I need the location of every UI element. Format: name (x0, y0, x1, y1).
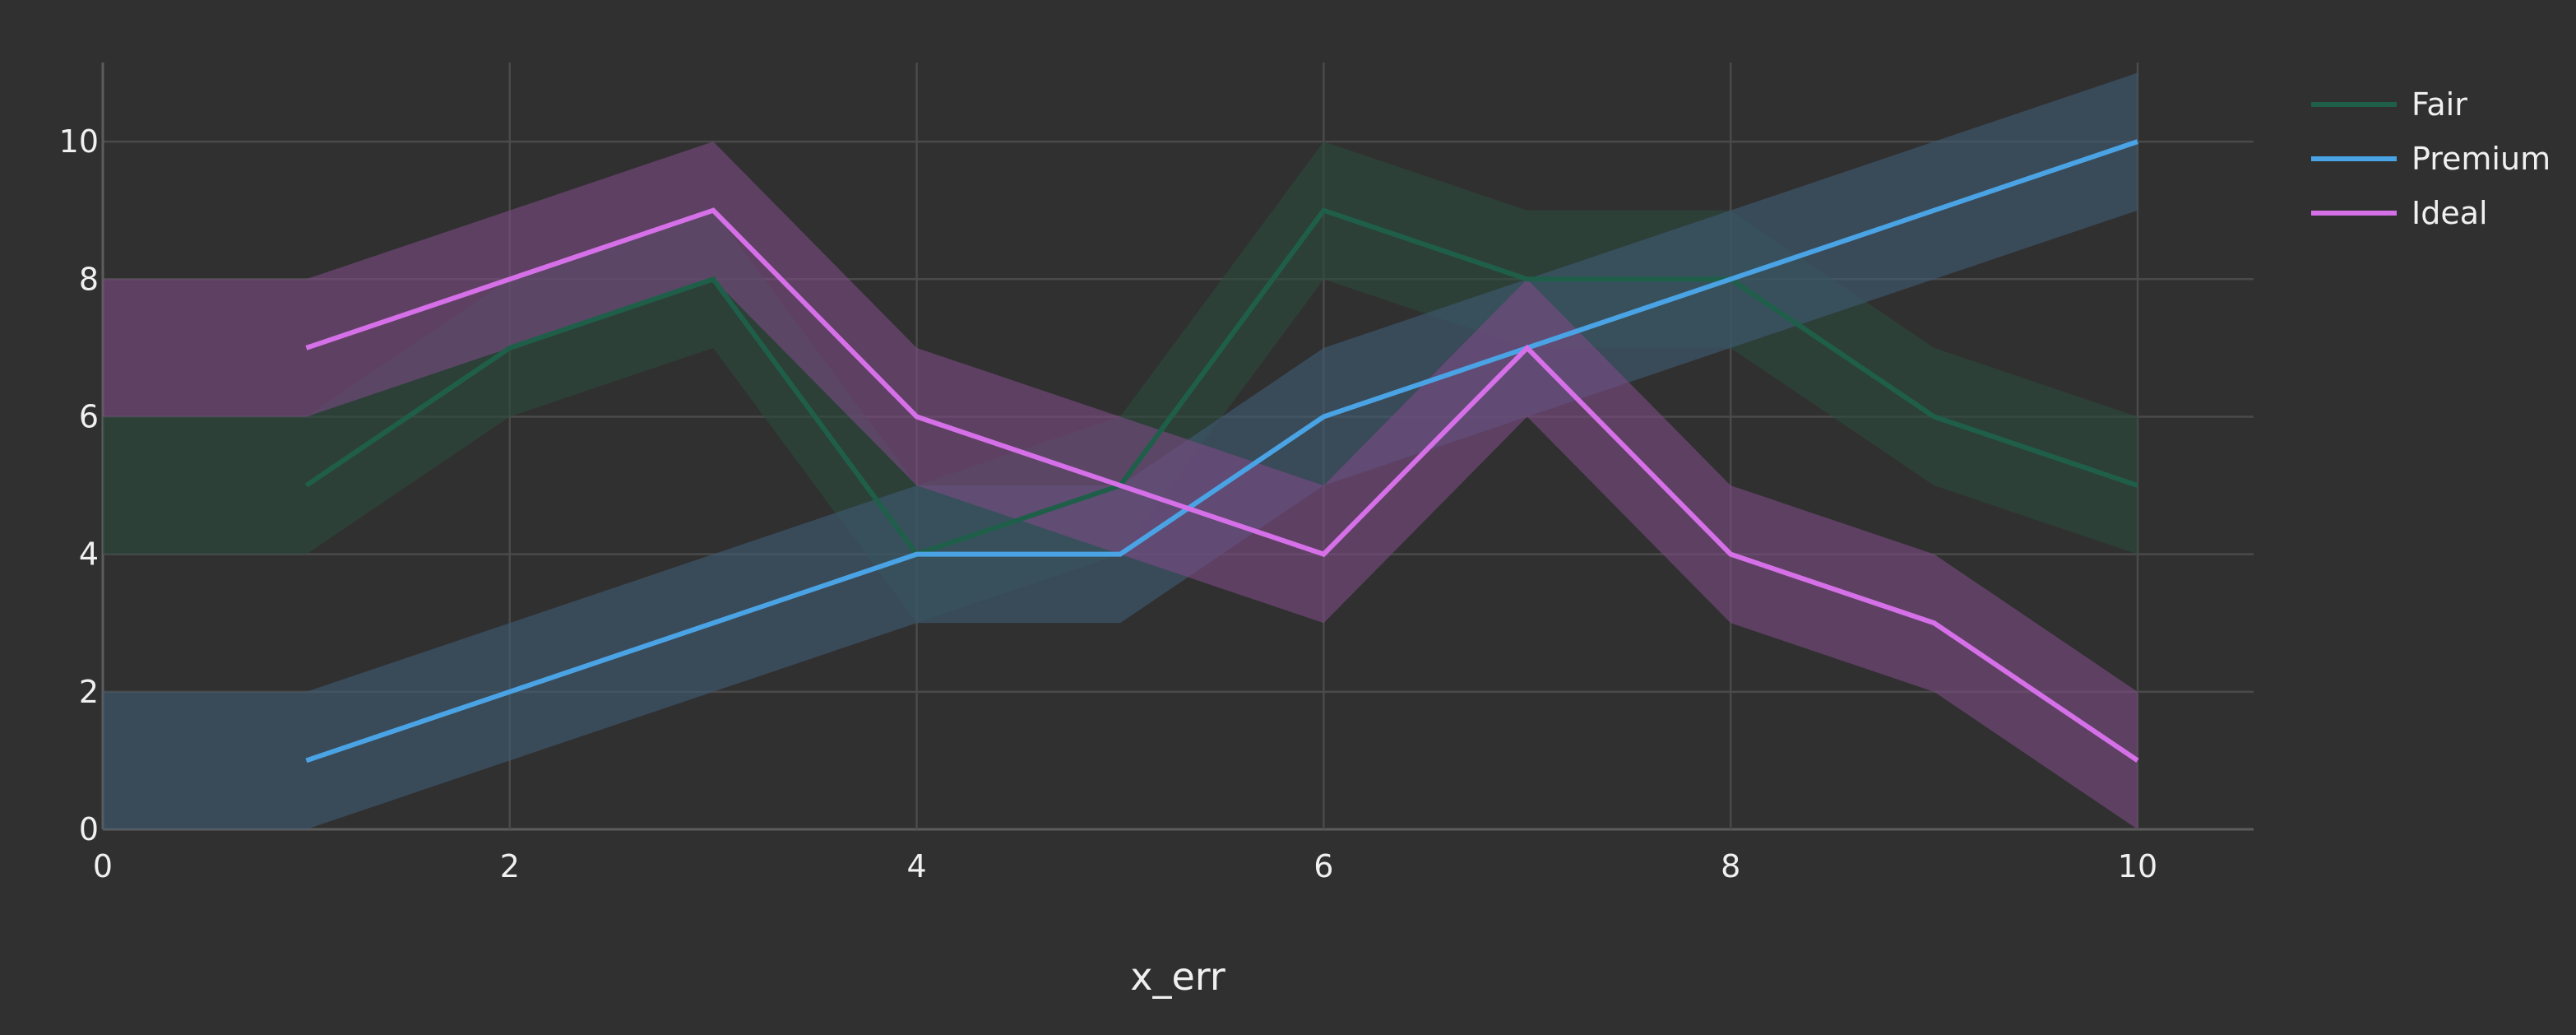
x-tick-labels: 0 2 4 6 8 10 (93, 848, 2157, 884)
x-tick-label: 2 (500, 848, 520, 884)
series-line-fair (304, 207, 2138, 558)
x-tick-label: 0 (93, 848, 113, 884)
legend-label: Ideal (2412, 195, 2488, 231)
x-tick-label: 4 (906, 848, 926, 884)
y-tick-labels: 0 2 4 6 8 10 (59, 123, 99, 847)
y-tick-label: 2 (79, 674, 99, 710)
legend-item-premium[interactable]: Premium (2311, 141, 2551, 177)
legend-label: Fair (2412, 86, 2467, 123)
error-band-premium (103, 72, 2138, 830)
y-tick-label: 10 (59, 123, 99, 160)
error-bands (103, 72, 2138, 830)
legend: Fair Premium Ideal (2311, 86, 2551, 231)
series-lines (304, 139, 2139, 763)
x-tick-label: 6 (1313, 848, 1333, 884)
y-tick-label: 6 (79, 398, 99, 434)
series-line-premium (305, 139, 2138, 763)
y-tick-label: 4 (79, 536, 99, 573)
y-tick-label: 0 (79, 811, 99, 847)
legend-label: Premium (2412, 141, 2551, 177)
x-tick-label: 10 (2118, 848, 2157, 884)
y-tick-label: 8 (79, 261, 99, 297)
series-line-ideal (305, 207, 2139, 763)
legend-item-fair[interactable]: Fair (2311, 86, 2467, 123)
x-tick-label: 8 (1721, 848, 1740, 884)
legend-item-ideal[interactable]: Ideal (2311, 195, 2488, 231)
x-axis-title: x_err (1130, 954, 1225, 999)
